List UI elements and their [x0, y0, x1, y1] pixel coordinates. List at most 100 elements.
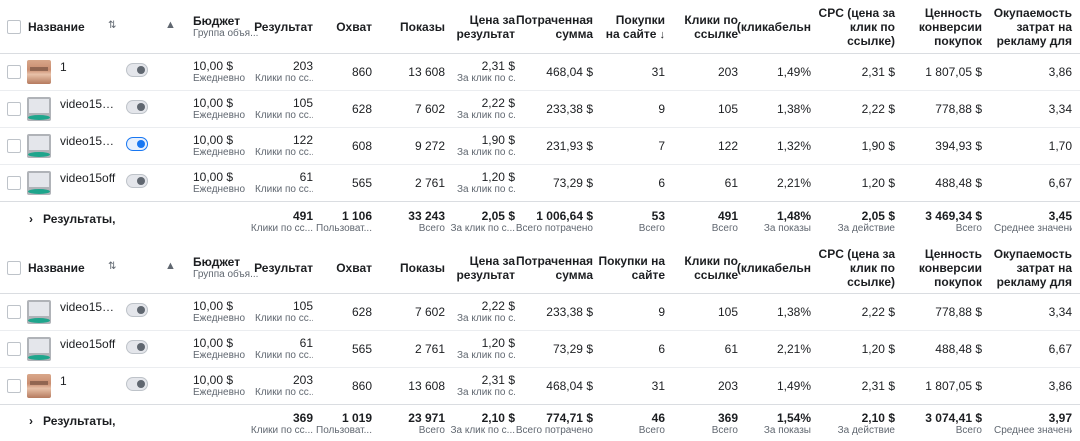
header-link-clicks[interactable]: Клики по ссылке [684, 13, 738, 41]
header-purchases[interactable]: Покупки на сайте [598, 254, 665, 282]
summary-row[interactable]: ›Результаты, ч369Клики по сс...1 019Поль… [0, 404, 1080, 441]
ad-name[interactable]: 1 [60, 373, 67, 388]
ctr-value: 2,21% [776, 175, 811, 190]
table-row[interactable]: video15off 10,00 $ Ежедневно 61 Клики по сс.… [0, 164, 1080, 202]
table-row[interactable]: video15o... 10,00 $ Ежедневно 122 Клики по с… [0, 127, 1080, 165]
row-checkbox[interactable] [7, 175, 21, 190]
ad-name[interactable]: video15o... [60, 133, 118, 148]
header-impressions[interactable]: Показы [400, 261, 445, 275]
impressions-value: 7 602 [414, 304, 445, 319]
header-reach[interactable]: Охват [336, 261, 372, 275]
header-roas[interactable]: Окупаемость затрат на рекламу для [994, 247, 1072, 289]
ad-toggle[interactable] [126, 136, 148, 151]
chevron-right-icon[interactable]: › [29, 414, 33, 428]
select-all-checkbox[interactable] [7, 19, 21, 34]
ad-name[interactable]: video15o... [60, 96, 118, 111]
header-budget[interactable]: Бюджет [193, 255, 241, 269]
summary-ctr-sub: За показы [763, 425, 811, 436]
budget-value: 10,00 $ [193, 132, 234, 147]
summary-purchases-sub: Всего [638, 425, 665, 436]
row-checkbox[interactable] [7, 138, 21, 153]
ad-toggle[interactable] [126, 376, 148, 391]
budget-sub: Ежедневно [193, 312, 246, 324]
header-ctr[interactable]: (кликабельн [737, 261, 811, 275]
conv-value: 394,93 $ [935, 138, 982, 153]
header-spent[interactable]: Потраченная сумма [516, 254, 593, 282]
sort-down-icon[interactable]: ↓ [656, 28, 665, 41]
table-row[interactable]: video15o... 10,00 $ Ежедневно 105 Клики по с… [0, 90, 1080, 128]
conv-value: 488,48 $ [935, 341, 982, 356]
sort-icon[interactable]: ⇅ [108, 19, 117, 31]
select-all-checkbox[interactable] [7, 261, 21, 275]
budget-value: 10,00 $ [193, 335, 234, 350]
ad-toggle[interactable] [126, 302, 148, 317]
header-ctr-line: (кликабельн [736, 19, 811, 34]
table-row[interactable]: 1 10,00 $ Ежедневно 203 Клики по сс... 860 13 … [0, 53, 1080, 91]
header-results[interactable]: Результат [254, 261, 313, 275]
warning-icon: ▲ [165, 260, 176, 272]
header-reach[interactable]: Охват [336, 20, 372, 34]
summary-label[interactable]: Результаты, ч [43, 212, 117, 226]
results-value: 61 [299, 169, 313, 184]
row-checkbox[interactable] [7, 378, 21, 393]
ad-toggle[interactable] [126, 173, 148, 188]
header-budget[interactable]: Бюджет [193, 13, 241, 28]
ad-name[interactable]: 1 [60, 59, 67, 74]
ad-toggle[interactable] [126, 99, 148, 114]
purchases-value: 9 [658, 304, 665, 319]
summary-conv: 3 074,41 $ [925, 411, 982, 425]
ad-toggle[interactable] [126, 339, 148, 354]
results-value: 61 [299, 335, 313, 350]
header-purchases[interactable]: Покупки на сайте ↓ [606, 13, 665, 42]
header-cpc[interactable]: CPC (цена за клик по ссылке) [819, 247, 895, 289]
header-roas[interactable]: Окупаемость затрат на рекламу для [994, 6, 1072, 48]
summary-cpc-sub: За действие [837, 223, 895, 234]
header-spent[interactable]: Потраченная сумма [516, 13, 593, 41]
sort-icon[interactable]: ⇅ [108, 261, 117, 272]
summary-cpc: 2,05 $ [861, 209, 895, 223]
header-purchases-line: Покупки на [598, 254, 665, 268]
header-conv-value[interactable]: Ценность конверсии покупок [919, 6, 982, 48]
link-clicks-value: 105 [717, 101, 738, 116]
header-ctr[interactable]: (кликабельн [737, 20, 811, 34]
row-checkbox[interactable] [7, 64, 21, 79]
cost-per-result-value-sub: За клик по с... [457, 109, 515, 121]
purchases-value: 31 [651, 64, 665, 79]
header-name[interactable]: Название [28, 19, 85, 34]
header-link-clicks-line: Клики по [684, 12, 738, 27]
table-row[interactable]: video15o... 10,00 $ Ежедневно 105 Клики по с… [0, 293, 1080, 331]
results-value: 203 [292, 58, 313, 73]
header-cpc[interactable]: CPC (цена за клик по ссылке) [819, 6, 895, 48]
ad-name[interactable]: video15off [60, 336, 116, 351]
summary-ctr: 1,54% [776, 411, 811, 425]
chevron-right-icon[interactable]: › [29, 212, 33, 226]
summary-clicks: 369 [717, 411, 738, 425]
ad-toggle[interactable] [126, 62, 148, 77]
budget-value: 10,00 $ [193, 58, 234, 73]
header-link-clicks[interactable]: Клики по ссылке [684, 254, 738, 282]
reach-value: 608 [351, 138, 372, 153]
row-checkbox[interactable] [7, 341, 21, 356]
summary-clicks-sub: Всего [711, 223, 738, 234]
table-row[interactable]: 1 10,00 $ Ежедневно 203 Клики по сс... 860 13 … [0, 367, 1080, 405]
budget-value: 10,00 $ [193, 372, 234, 387]
summary-label[interactable]: Результаты, ч [43, 414, 117, 428]
row-checkbox[interactable] [7, 304, 21, 319]
ad-name[interactable]: video15off [60, 170, 116, 185]
header-name[interactable]: Название [28, 261, 85, 275]
ad-name[interactable]: video15o... [60, 299, 118, 314]
summary-row[interactable]: ›Результаты, ч491Клики по сс...1 106Поль… [0, 201, 1080, 240]
table-row[interactable]: video15off 10,00 $ Ежедневно 61 Клики по сс.… [0, 330, 1080, 368]
row-checkbox[interactable] [7, 101, 21, 116]
roas-value: 3,86 [1048, 378, 1072, 393]
header-budget-sub: Группа объя... [193, 27, 259, 39]
header-spent-line: сумма [555, 268, 593, 282]
header-cost-per-result[interactable]: Цена за результат [456, 13, 515, 41]
header-impressions[interactable]: Показы [400, 20, 445, 34]
header-results[interactable]: Результат [254, 20, 313, 34]
header-cost-per-result[interactable]: Цена за результат [456, 254, 515, 282]
budget-value: 10,00 $ [193, 95, 234, 110]
reach-value: 628 [351, 304, 372, 319]
header-conv-value[interactable]: Ценность конверсии покупок [919, 247, 982, 289]
video-thumbnail-image [27, 133, 51, 158]
